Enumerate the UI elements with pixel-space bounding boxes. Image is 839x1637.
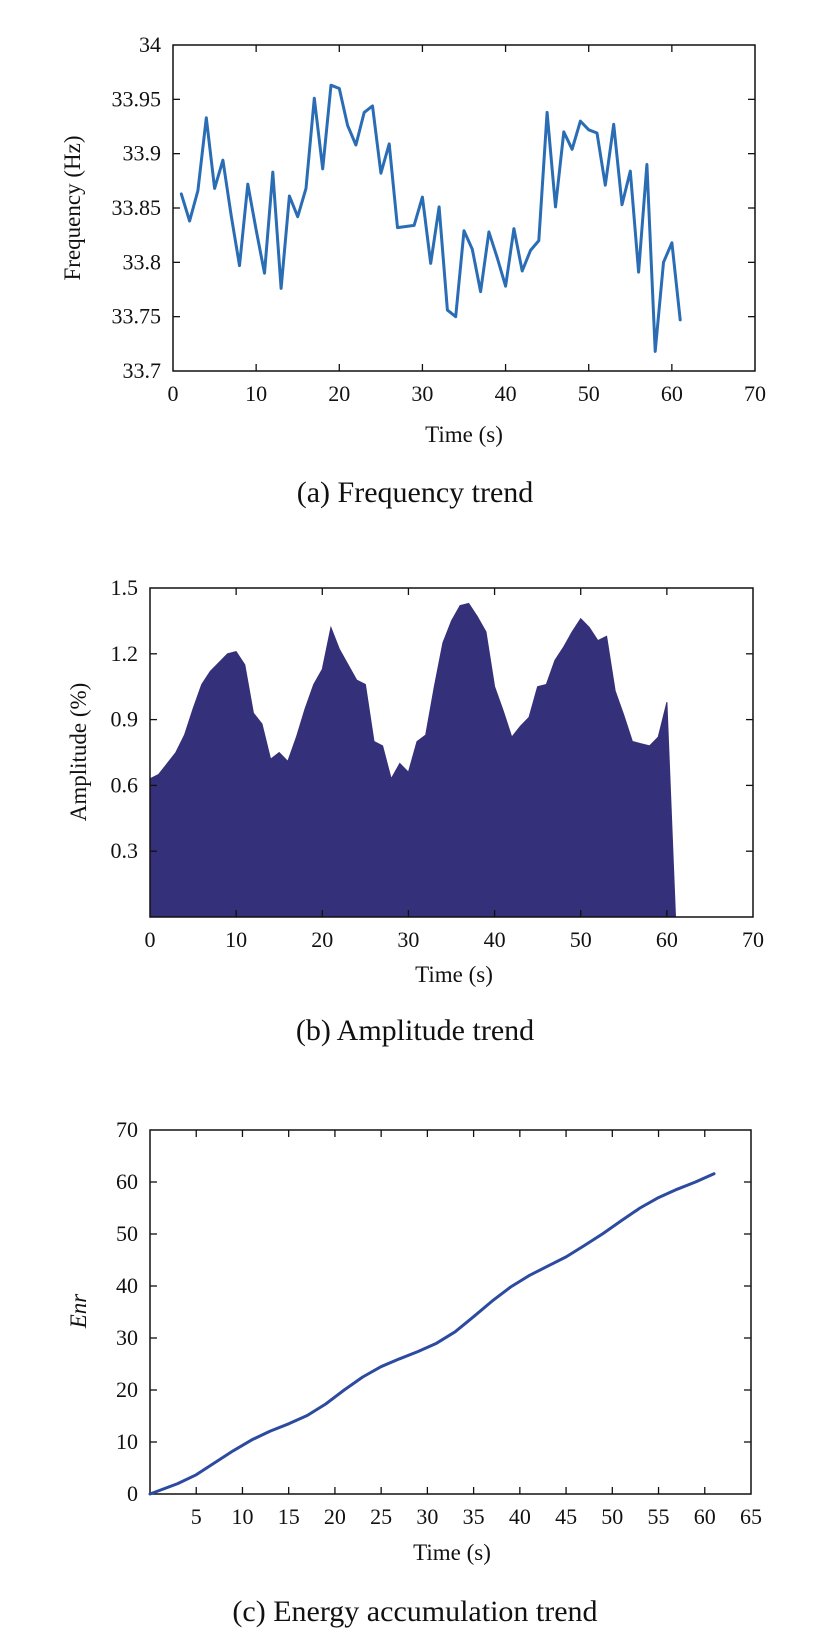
- amplitude-y-axis-title: Amplitude (%): [66, 683, 91, 822]
- frequency-x-axis-title: Time (s): [425, 422, 503, 447]
- energy-y-tick-label: 10: [116, 1429, 138, 1454]
- amplitude-x-tick-label: 70: [742, 927, 764, 952]
- frequency-plot-frame: [172, 44, 756, 372]
- frequency-y-tick-label: 33.7: [123, 358, 162, 383]
- energy-x-tick-label: 10: [231, 1504, 253, 1529]
- amplitude-x-tick-label: 10: [225, 927, 247, 952]
- frequency-y-tick-label: 33.85: [112, 195, 162, 220]
- amplitude-x-tick-label: 60: [656, 927, 678, 952]
- energy-y-tick-label: 60: [116, 1169, 138, 1194]
- energy-x-tick-label: 55: [648, 1504, 670, 1529]
- energy-y-tick-label: 0: [127, 1481, 138, 1506]
- frequency-y-tick-label: 34: [139, 32, 161, 57]
- amplitude-y-tick-label: 0.3: [111, 838, 139, 863]
- frequency-y-tick-label: 33.8: [123, 249, 162, 274]
- frequency-series: [179, 83, 682, 353]
- energy-x-axis-title: Time (s): [413, 1540, 491, 1565]
- amplitude-x-ticks: 0 10 20 30 40 50 60 70: [145, 588, 764, 952]
- frequency-x-tick-label: 60: [661, 381, 683, 406]
- energy-x-ticks: 5 10 15 20 25 30 35 40 45 50 55 60 65: [191, 1130, 762, 1529]
- amplitude-y-tick-label: 0.9: [111, 707, 139, 732]
- amplitude-chart: 0 10 20 30 40 50 60 70 0.3 0.6 0.9 1.2 1.5 Time (s)…: [66, 575, 764, 1047]
- amplitude-y-tick-label: 1.2: [111, 641, 139, 666]
- frequency-line: [179, 83, 682, 353]
- energy-y-axis-title: Enr: [66, 1293, 91, 1330]
- amplitude-plot-frame: [149, 587, 754, 918]
- frequency-x-tick-label: 50: [578, 381, 600, 406]
- amplitude-y-tick-label: 0.6: [111, 772, 139, 797]
- amplitude-x-tick-label: 0: [145, 927, 156, 952]
- energy-plot-frame: [149, 1129, 752, 1495]
- frequency-x-tick-label: 10: [245, 381, 267, 406]
- energy-chart: 5 10 15 20 25 30 35 40 45 50 55 60 65 0 10 20 30 40 50 60 7…: [66, 1117, 762, 1628]
- amplitude-caption: (b) Amplitude trend: [296, 1014, 534, 1047]
- energy-x-tick-label: 60: [694, 1504, 716, 1529]
- energy-caption: (c) Energy accumulation trend: [232, 1595, 597, 1628]
- energy-line: [148, 1172, 716, 1496]
- amplitude-y-ticks: 0.3 0.6 0.9 1.2 1.5: [111, 575, 753, 863]
- frequency-x-tick-label: 20: [328, 381, 350, 406]
- energy-x-tick-label: 35: [463, 1504, 485, 1529]
- energy-y-tick-label: 20: [116, 1377, 138, 1402]
- energy-x-tick-label: 30: [416, 1504, 438, 1529]
- frequency-y-tick-label: 33.75: [112, 304, 162, 329]
- energy-y-tick-label: 40: [116, 1273, 138, 1298]
- energy-x-tick-label: 25: [370, 1504, 392, 1529]
- frequency-x-tick-label: 30: [411, 381, 433, 406]
- frequency-y-ticks: 33.7 33.75 33.8 33.85 33.9 33.95 34: [112, 32, 755, 383]
- energy-y-ticks: 0 10 20 30 40 50 60 70: [116, 1117, 751, 1506]
- energy-x-tick-label: 20: [324, 1504, 346, 1529]
- energy-y-tick-label: 30: [116, 1325, 138, 1350]
- frequency-chart: 0 10 20 30 40 50 60 70 33.733.7533.833.8533.933…: [60, 32, 766, 509]
- amplitude-x-tick-label: 30: [397, 927, 419, 952]
- amplitude-x-tick-label: 50: [570, 927, 592, 952]
- amplitude-x-tick-label: 40: [484, 927, 506, 952]
- energy-x-tick-label: 15: [278, 1504, 300, 1529]
- amplitude-area: [149, 602, 677, 918]
- energy-x-tick-label: 45: [555, 1504, 577, 1529]
- frequency-y-axis-title: Frequency (Hz): [60, 136, 85, 281]
- frequency-x-tick-label: 40: [495, 381, 517, 406]
- energy-x-tick-label: 5: [191, 1504, 202, 1529]
- energy-x-tick-label: 40: [509, 1504, 531, 1529]
- energy-x-tick-label: 65: [740, 1504, 762, 1529]
- frequency-y-tick-label: 33.95: [112, 86, 162, 111]
- energy-y-tick-label: 50: [116, 1221, 138, 1246]
- amplitude-x-axis-title: Time (s): [415, 962, 493, 987]
- frequency-caption: (a) Frequency trend: [297, 476, 534, 509]
- amplitude-series: [149, 602, 677, 918]
- amplitude-x-tick-label: 20: [311, 927, 333, 952]
- frequency-x-ticks: 0 10 20 30 40 50 60 70: [168, 45, 766, 406]
- energy-x-tick-label: 50: [601, 1504, 623, 1529]
- energy-series: [148, 1172, 716, 1496]
- frequency-x-tick-label: 70: [744, 381, 766, 406]
- frequency-x-tick-label: 0: [168, 381, 179, 406]
- frequency-y-tick-label: 33.9: [123, 141, 162, 166]
- energy-y-tick-label: 70: [116, 1117, 138, 1142]
- amplitude-y-tick-label: 1.5: [111, 575, 139, 600]
